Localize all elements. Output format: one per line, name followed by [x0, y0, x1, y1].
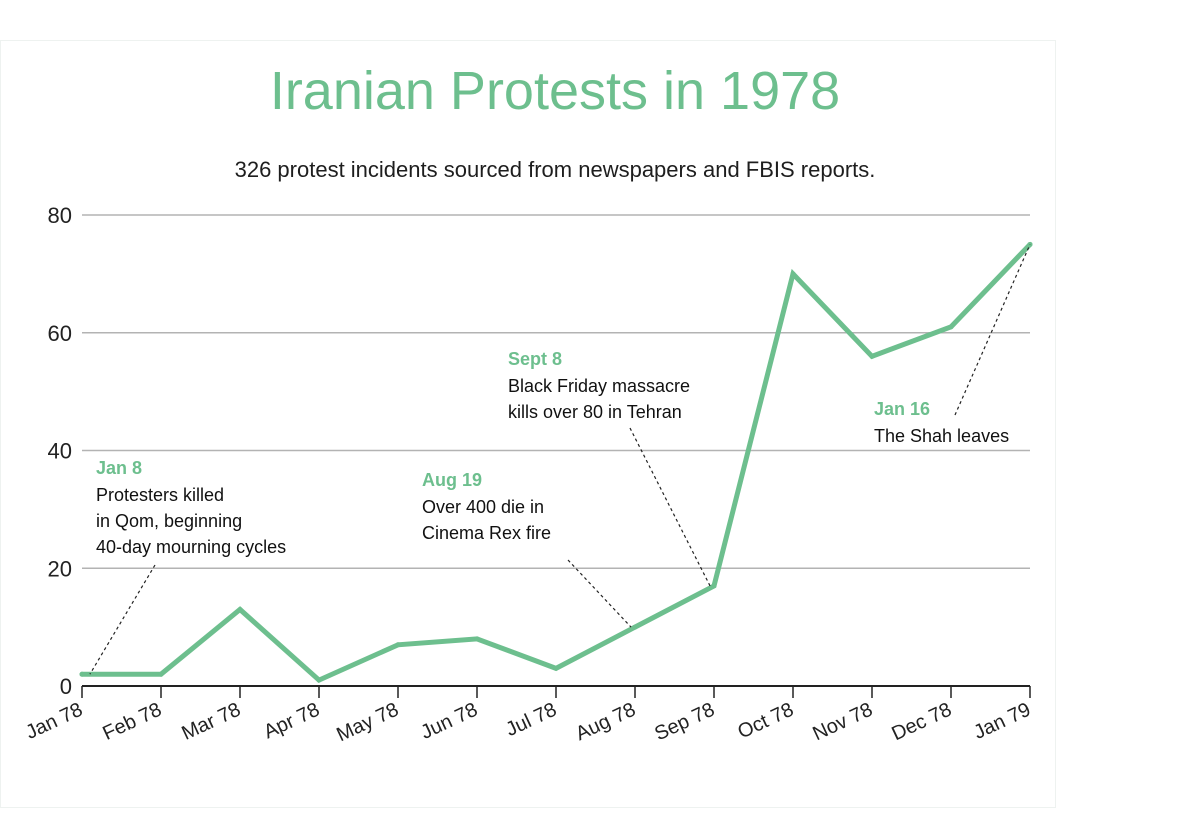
data-point [632, 624, 638, 630]
x-tick-label: Oct 78 [734, 699, 797, 744]
annotation-text: Black Friday massacre [508, 376, 690, 396]
annotation-date: Jan 16 [874, 399, 930, 419]
annotation-text: in Qom, beginning [96, 511, 242, 531]
x-tick-label: Jan 79 [970, 699, 1034, 744]
data-point [553, 665, 559, 671]
annotation-leader-line [567, 559, 632, 628]
data-point [79, 671, 85, 677]
x-tick-label: Jun 78 [417, 699, 481, 744]
annotation-leader-line [954, 244, 1031, 416]
data-point [395, 642, 401, 648]
annotation-text: 40-day mourning cycles [96, 537, 286, 557]
x-tick-label: May 78 [333, 699, 402, 747]
data-point [790, 271, 796, 277]
y-tick-label: 60 [48, 321, 72, 346]
annotation-date: Jan 8 [96, 458, 142, 478]
x-tick-label: Feb 78 [99, 699, 165, 745]
annotation-date: Aug 19 [422, 470, 482, 490]
series-line [79, 241, 1033, 684]
data-point [711, 583, 717, 589]
x-tick-label: Jan 78 [22, 699, 86, 744]
data-point [948, 324, 954, 330]
chart-title: Iranian Protests in 1978 [269, 61, 841, 121]
annotation-text: Cinema Rex fire [422, 523, 551, 543]
y-tick-label: 80 [48, 203, 72, 228]
chart-card [0, 40, 1056, 808]
annotation-leader-line [629, 427, 711, 587]
data-point [316, 677, 322, 683]
annotation-text: Over 400 die in [422, 497, 544, 517]
x-tick-label: Sep 78 [651, 699, 718, 746]
data-point [474, 636, 480, 642]
x-tick-label: Mar 78 [178, 699, 244, 745]
x-tick-label: Dec 78 [888, 699, 955, 746]
data-point [869, 353, 875, 359]
chart-subtitle: 326 protest incidents sourced from newsp… [234, 157, 876, 182]
annotation-leader-line [89, 564, 156, 675]
annotation-text: Protesters killed [96, 485, 224, 505]
x-tick-label: Jul 78 [502, 699, 560, 741]
data-point [237, 606, 243, 612]
x-tick-label: Aug 78 [572, 699, 639, 746]
data-point [158, 671, 164, 677]
annotation-text: The Shah leaves [874, 426, 1009, 446]
x-tick-label: Apr 78 [260, 699, 323, 744]
x-tick-label: Nov 78 [809, 699, 876, 746]
y-tick-label: 20 [48, 556, 72, 581]
annotation-date: Sept 8 [508, 349, 562, 369]
y-tick-label: 0 [60, 674, 72, 699]
annotation-text: kills over 80 in Tehran [508, 402, 682, 422]
y-tick-label: 40 [48, 439, 72, 464]
